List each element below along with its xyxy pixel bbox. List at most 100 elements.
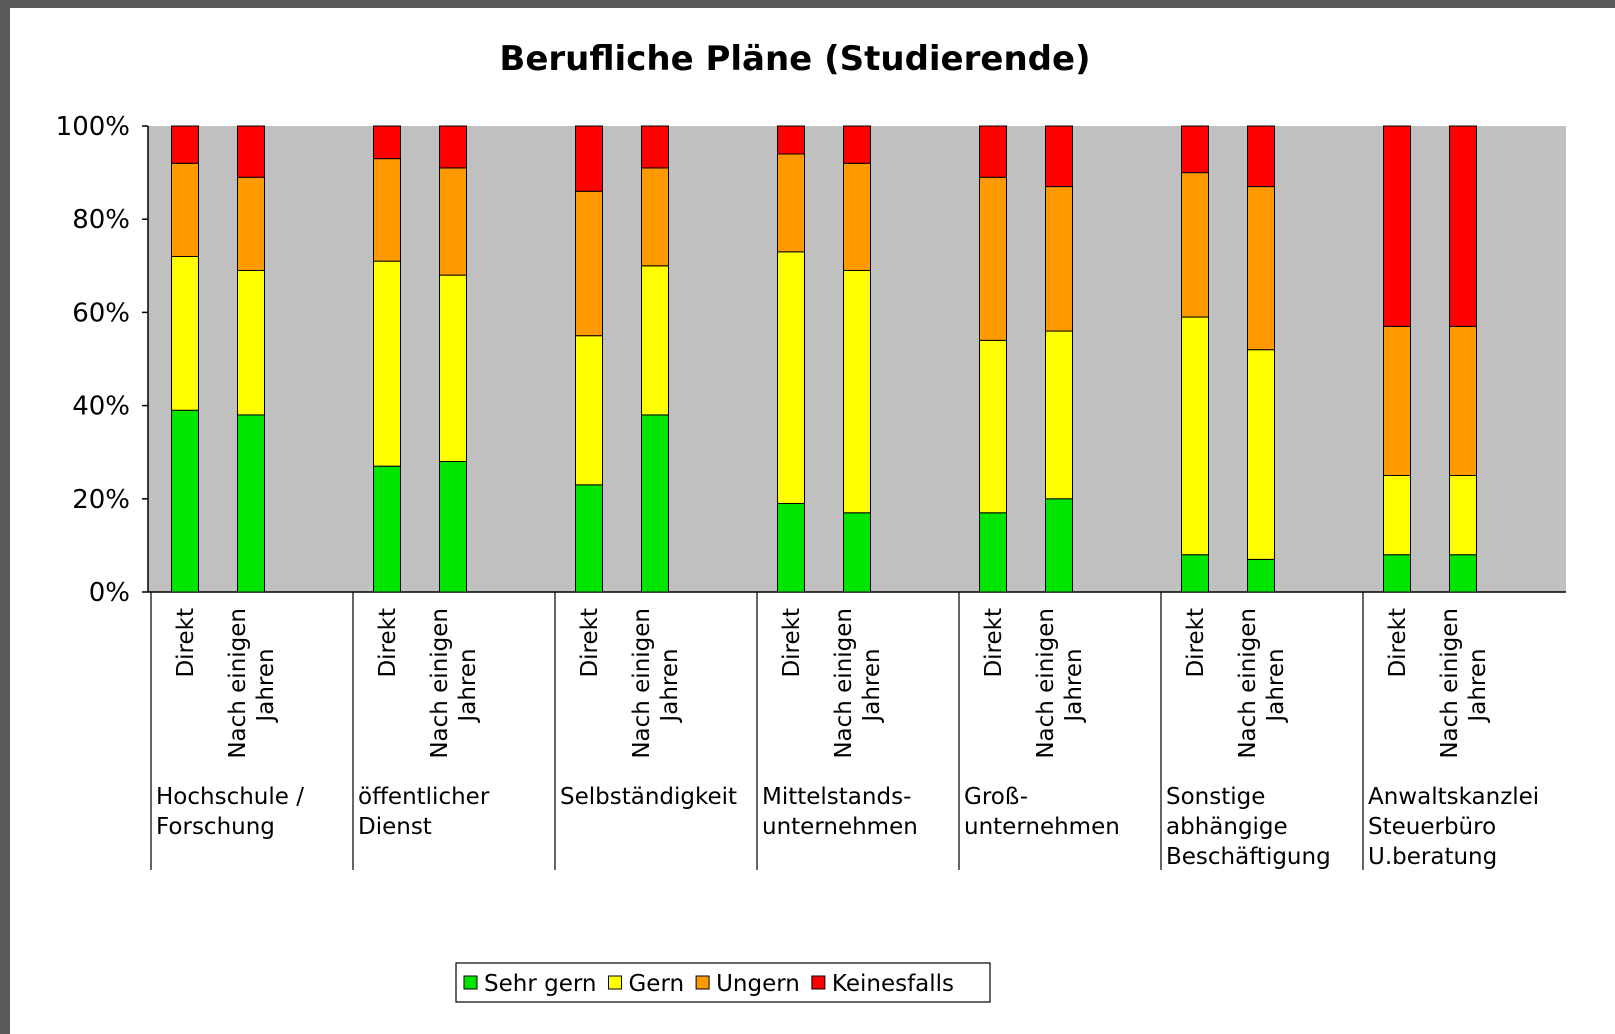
chart-title: Berufliche Pläne (Studierende) [499, 39, 1090, 79]
bar-segment [373, 260, 401, 467]
bar-segment [237, 269, 265, 416]
x-tick-label: Nach einigen [1033, 608, 1059, 759]
x-tick-label: Nach einigen [1437, 608, 1463, 759]
group-label: abhängige [1166, 814, 1288, 840]
group-label: öffentlicher [358, 784, 490, 810]
bar-segment [843, 512, 871, 593]
group-label: unternehmen [964, 814, 1120, 840]
bar-segment [1449, 475, 1477, 556]
legend-swatch [463, 975, 478, 990]
bar-segment [1045, 186, 1073, 332]
bar-segment [641, 265, 669, 416]
bar-segment [1449, 325, 1477, 476]
bar-segment [777, 251, 805, 504]
bar-segment [1247, 558, 1275, 593]
bar-segment [1247, 349, 1275, 560]
bar-segment [1181, 172, 1209, 318]
x-tick-label: Nach einigen [629, 608, 655, 759]
x-tick-label: Jahren [1465, 648, 1491, 723]
bar-segment [237, 176, 265, 271]
x-tick-label: Nach einigen [831, 608, 857, 759]
x-tick-label: Nach einigen [427, 608, 453, 759]
legend-label: Keinesfalls [832, 971, 954, 997]
bar-segment [171, 125, 199, 164]
bar-segment [373, 125, 401, 160]
bar-segment [843, 269, 871, 514]
bar-segment [979, 176, 1007, 341]
group-label: Forschung [156, 814, 275, 840]
group-label: Anwaltskanzlei [1368, 784, 1539, 810]
legend-swatch [607, 975, 622, 990]
bar-segment [373, 465, 401, 593]
bar-segment [171, 162, 199, 257]
x-tick-label: Direkt [981, 608, 1007, 678]
bar-segment [1247, 125, 1275, 188]
bar-segment [439, 125, 467, 169]
bar-segment [641, 167, 669, 267]
x-tick-label: Jahren [455, 648, 481, 723]
legend-label: Ungern [716, 971, 800, 997]
bar-segment [1247, 186, 1275, 351]
bar-segment [641, 125, 669, 169]
bar-segment [777, 153, 805, 253]
legend-label: Gern [628, 971, 684, 997]
bar-segment [979, 339, 1007, 514]
x-tick-label: Nach einigen [225, 608, 251, 759]
bar-segment [1383, 325, 1411, 476]
bar-segment [575, 335, 603, 486]
x-tick-label: Jahren [1061, 648, 1087, 723]
group-label: Hochschule / [156, 784, 304, 810]
bar-segment [1449, 125, 1477, 327]
group-label: U.beratung [1368, 844, 1497, 870]
y-tick-label: 40% [72, 392, 130, 422]
bar-segment [439, 274, 467, 463]
group-label: Groß- [964, 784, 1028, 810]
bar-segment [237, 125, 265, 178]
bar-segment [1045, 330, 1073, 500]
bar-segment [979, 125, 1007, 178]
x-tick-label: Direkt [779, 608, 805, 678]
group-label: Selbständigkeit [560, 784, 737, 810]
x-tick-label: Nach einigen [1235, 608, 1261, 759]
bar-segment [1383, 475, 1411, 556]
bar-segment [1383, 125, 1411, 327]
x-tick-label: Direkt [577, 608, 603, 678]
bar-segment [1045, 125, 1073, 188]
bar-segment [1449, 554, 1477, 593]
bar-segment [575, 484, 603, 593]
x-tick-label: Jahren [1263, 648, 1289, 723]
bar-segment [1181, 316, 1209, 556]
x-tick-label: Direkt [1183, 608, 1209, 678]
bar-segment [1045, 498, 1073, 593]
bar-segment [439, 167, 467, 276]
x-tick-label: Jahren [657, 648, 683, 723]
bar-segment [777, 502, 805, 593]
y-tick-label: 100% [56, 112, 130, 142]
group-label: Beschäftigung [1166, 844, 1331, 870]
group-label: Dienst [358, 814, 432, 840]
bar-segment [777, 125, 805, 155]
bar-segment [373, 158, 401, 262]
bar-segment [843, 125, 871, 164]
group-label: Steuerbüro [1368, 814, 1496, 840]
y-tick-label: 20% [72, 485, 130, 515]
group-label: Sonstige [1166, 784, 1265, 810]
bar-segment [979, 512, 1007, 593]
x-tick-label: Jahren [253, 648, 279, 723]
bar-segment [171, 409, 199, 593]
bar-segment [171, 255, 199, 411]
legend-swatch [811, 975, 826, 990]
x-tick-label: Jahren [859, 648, 885, 723]
bar-segment [575, 190, 603, 337]
bar-segment [641, 414, 669, 593]
legend-swatch [695, 975, 710, 990]
x-tick-label: Direkt [375, 608, 401, 678]
y-tick-label: 60% [72, 298, 130, 328]
group-label: Mittelstands- [762, 784, 911, 810]
legend-label: Sehr gern [484, 971, 596, 997]
y-tick-label: 0% [89, 578, 130, 608]
bar-segment [1383, 554, 1411, 593]
group-label: unternehmen [762, 814, 918, 840]
